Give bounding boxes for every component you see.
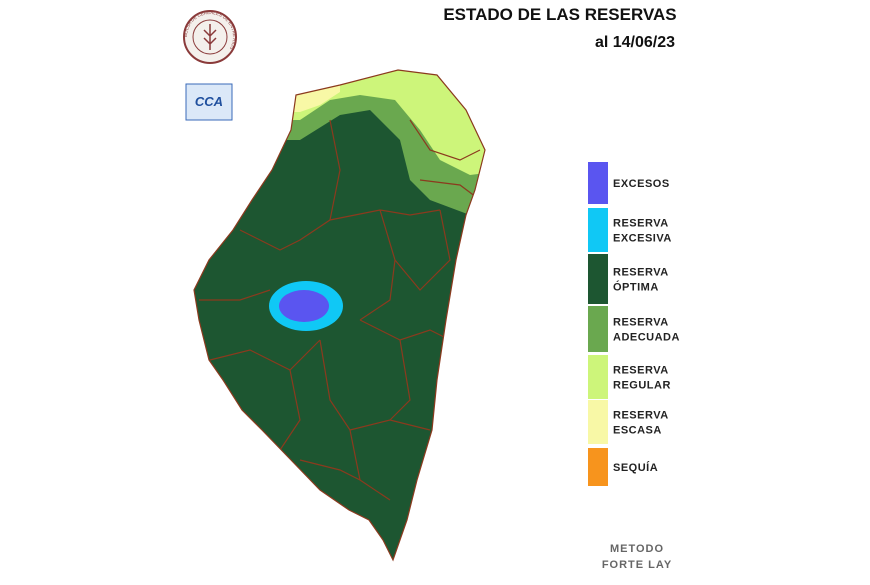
legend-swatch <box>588 448 608 486</box>
legend-label: SEQUÍA <box>613 461 658 474</box>
legend-label: ESCASA <box>613 425 662 437</box>
legend-label: RESERVA <box>613 317 669 329</box>
legend-label: EXCESOS <box>613 178 670 190</box>
logo-badge: CCA <box>195 94 223 109</box>
province-map <box>194 70 485 560</box>
method-line: METODO <box>610 543 664 555</box>
legend-swatch <box>588 400 608 444</box>
method-line: FORTE LAY <box>602 559 672 571</box>
legend: EXCESOS RESERVA EXCESIVA RESERVA ÓPTIMA RESER… <box>588 162 680 486</box>
legend-swatch <box>588 162 608 204</box>
legend-label: ADECUADA <box>613 332 680 344</box>
province-outline <box>193 69 486 562</box>
legend-label: RESERVA <box>613 365 669 377</box>
legend-label: REGULAR <box>613 380 671 392</box>
legend-label: RESERVA <box>613 267 669 279</box>
legend-label: ÓPTIMA <box>613 281 659 294</box>
legend-swatch <box>588 208 608 252</box>
logo-cca: CCA <box>185 83 233 121</box>
legend-swatch <box>588 355 608 399</box>
legend-swatch <box>588 306 608 352</box>
map-title: ESTADO DE LAS RESERVAS <box>443 5 676 24</box>
map-date: al 14/06/23 <box>595 34 675 51</box>
legend-label: EXCESIVA <box>613 233 672 245</box>
legend-swatch <box>588 254 608 304</box>
method-note: METODO FORTE LAY <box>602 543 672 571</box>
legend-label: RESERVA <box>613 410 669 422</box>
legend-label: RESERVA <box>613 218 669 230</box>
logo-bolsa: BOLSA DE CEREALES DE ENTRE RIOS <box>183 10 237 64</box>
